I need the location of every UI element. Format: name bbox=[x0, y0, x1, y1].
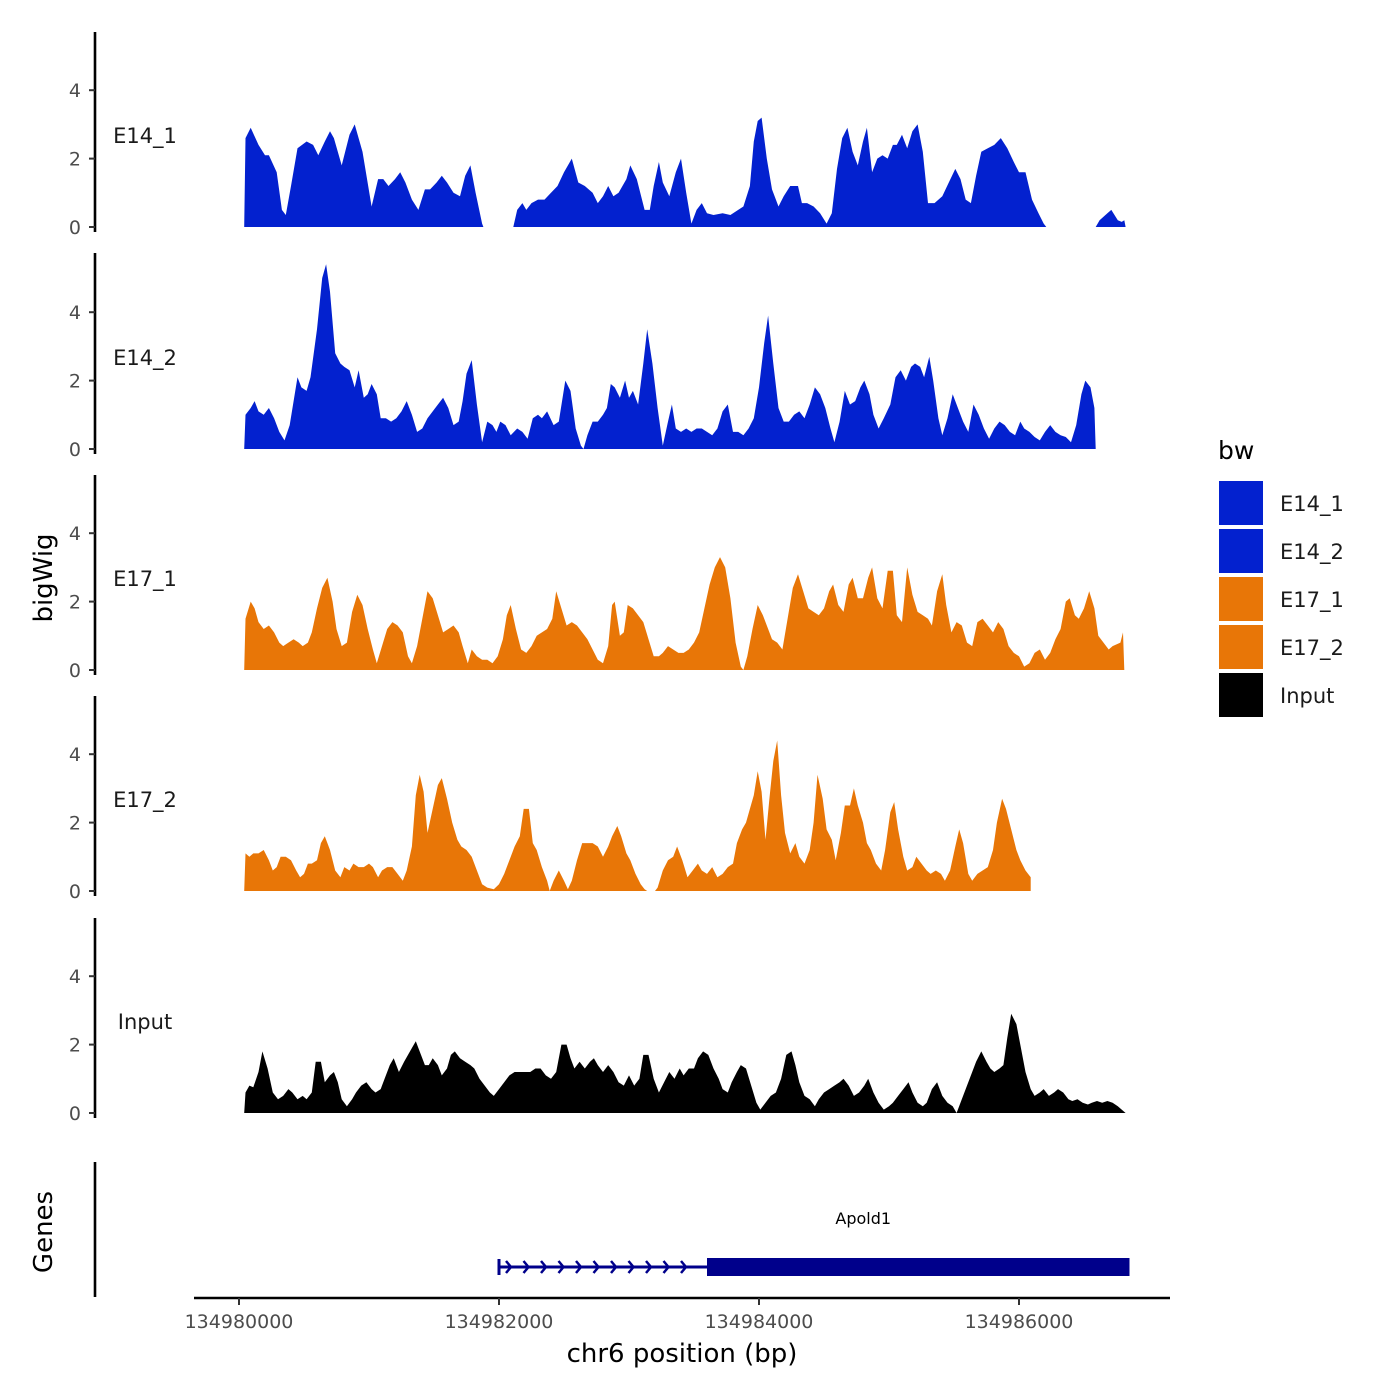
strand-arrow bbox=[645, 1260, 653, 1274]
y-axis-title: bigWig bbox=[29, 533, 59, 622]
legend-key-Input bbox=[1219, 673, 1263, 717]
y-tick-label: 0 bbox=[69, 1103, 81, 1125]
track-label-E17_2: E17_2 bbox=[113, 788, 177, 813]
strand-arrow bbox=[575, 1260, 583, 1274]
y-tick-label: 2 bbox=[69, 592, 81, 614]
strand-arrow bbox=[627, 1260, 636, 1274]
legend: bw E14_1 E14_2 E17_1 E17_2 Input bbox=[1218, 436, 1344, 717]
track-E17_1: 0 2 4 E17_1 bbox=[69, 475, 1125, 682]
legend-key-E17_2 bbox=[1219, 625, 1263, 669]
legend-label-E17_2: E17_2 bbox=[1280, 636, 1344, 661]
y-tick-label: 0 bbox=[69, 439, 81, 461]
strand-arrow bbox=[680, 1260, 688, 1274]
legend-key-E14_2 bbox=[1219, 529, 1263, 573]
x-tick-label: 134986000 bbox=[965, 1311, 1074, 1333]
track-label-E14_1: E14_1 bbox=[113, 124, 177, 149]
y-tick-label: 4 bbox=[69, 302, 81, 324]
strand-arrow bbox=[505, 1260, 513, 1274]
legend-label-E14_1: E14_1 bbox=[1280, 492, 1344, 517]
y-tick-label: 0 bbox=[69, 660, 81, 682]
strand-arrow bbox=[557, 1260, 566, 1274]
gene-track: Apold1 bbox=[93, 1162, 1130, 1297]
legend-key-E17_1 bbox=[1219, 577, 1263, 621]
signal-area-E17_2 bbox=[244, 740, 1031, 891]
y-tick-label: 0 bbox=[69, 217, 81, 239]
strand-arrow bbox=[540, 1260, 548, 1274]
signal-area-Input bbox=[244, 1013, 1126, 1113]
legend-key-E14_1 bbox=[1219, 481, 1263, 525]
y-tick-label: 4 bbox=[69, 80, 81, 102]
y-tick-label: 2 bbox=[69, 149, 81, 171]
strand-arrow bbox=[592, 1260, 601, 1274]
legend-label-E14_2: E14_2 bbox=[1280, 540, 1344, 565]
gene-exon-block bbox=[707, 1258, 1130, 1276]
legend-label-E17_1: E17_1 bbox=[1280, 588, 1344, 613]
y-tick-label: 4 bbox=[69, 966, 81, 988]
x-tick-label: 134984000 bbox=[705, 1311, 814, 1333]
signal-area-E17_1 bbox=[244, 557, 1125, 670]
y-tick-label: 4 bbox=[69, 523, 81, 545]
track-label-E14_2: E14_2 bbox=[113, 346, 177, 371]
strand-arrow bbox=[662, 1260, 671, 1274]
x-axis-title: chr6 position (bp) bbox=[567, 1339, 798, 1369]
gene-name-label: Apold1 bbox=[835, 1209, 891, 1228]
track-E14_2: 0 2 4 E14_2 bbox=[69, 253, 1096, 461]
track-label-Input: Input bbox=[118, 1010, 172, 1034]
y-tick-label: 2 bbox=[69, 813, 81, 835]
y-tick-label: 2 bbox=[69, 1035, 81, 1057]
genes-axis-title: Genes bbox=[29, 1191, 59, 1273]
legend-label-Input: Input bbox=[1280, 684, 1334, 708]
signal-area-E14_2 bbox=[244, 264, 1096, 449]
track-E14_1: 0 2 4 E14_1 bbox=[69, 32, 1126, 239]
track-label-E17_1: E17_1 bbox=[113, 567, 177, 592]
track-Input: 0 2 4 Input bbox=[69, 918, 1126, 1125]
x-tick-label: 134980000 bbox=[185, 1311, 294, 1333]
y-tick-label: 0 bbox=[69, 881, 81, 903]
signal-area-E14_1 bbox=[244, 117, 1126, 227]
x-axis: 134980000 134982000 134984000 134986000 bbox=[185, 1296, 1170, 1333]
x-tick-label: 134982000 bbox=[445, 1311, 554, 1333]
y-tick-label: 2 bbox=[69, 371, 81, 393]
strand-arrow bbox=[610, 1260, 618, 1274]
y-tick-label: 4 bbox=[69, 744, 81, 766]
legend-title: bw bbox=[1218, 436, 1254, 465]
signal-tracks: 0 2 4 E14_1 0 2 4 E14_2 0 2 4 E17_1 0 2 4 E17_2 0 2 4 Input bbox=[69, 32, 1126, 1125]
strand-arrow bbox=[522, 1260, 531, 1274]
track-E17_2: 0 2 4 E17_2 bbox=[69, 696, 1031, 903]
